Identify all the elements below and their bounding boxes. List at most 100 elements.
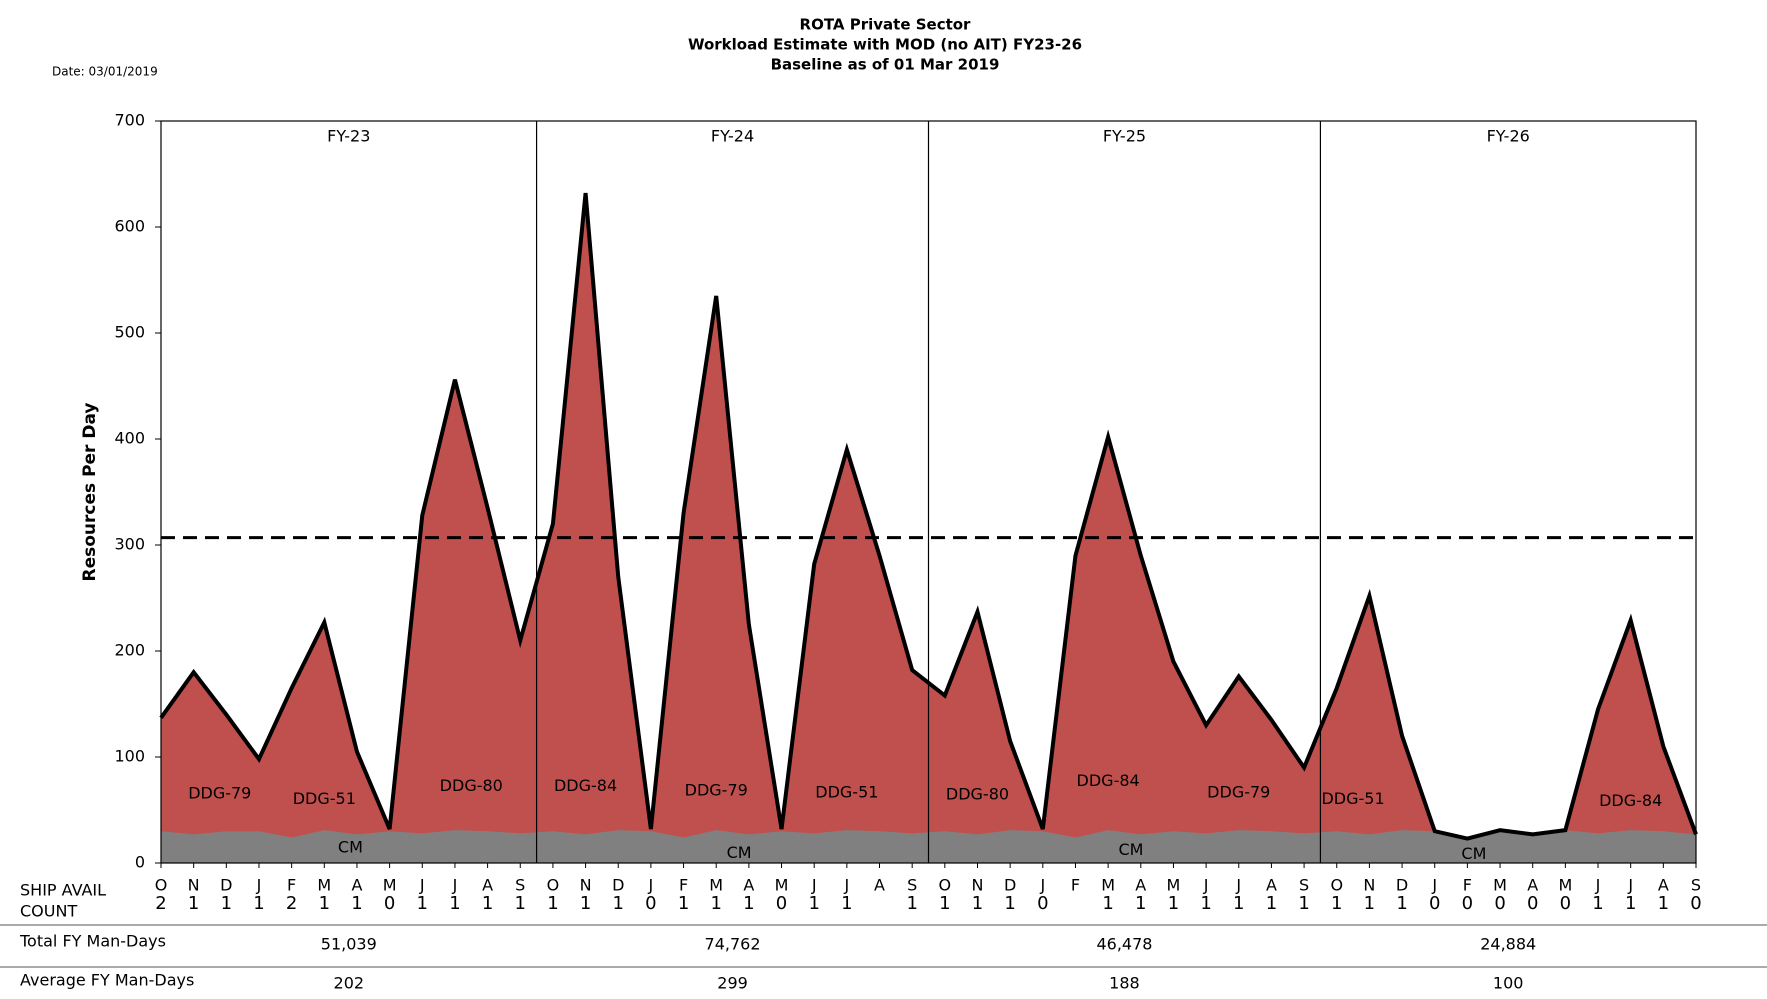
ship-avail-count: 1	[678, 893, 689, 914]
segment-label: CM	[1461, 844, 1486, 863]
segment-label: DDG-51	[1321, 789, 1384, 808]
segment-label: DDG-79	[188, 784, 251, 803]
y-tick-label: 100	[114, 747, 145, 766]
ship-avail-count: 1	[221, 893, 232, 914]
x-tick-label: A	[743, 876, 754, 895]
x-tick-label: J	[419, 876, 425, 895]
ship-avail-count: 1	[1298, 893, 1309, 914]
ship-avail-count: 1	[417, 893, 428, 914]
x-tick-label: M	[709, 876, 723, 895]
ship-avail-count: 1	[1135, 893, 1146, 914]
ship-avail-count: 1	[1168, 893, 1179, 914]
x-tick-label: N	[580, 876, 592, 895]
x-tick-label: N	[972, 876, 984, 895]
ship-avail-count: 2	[155, 893, 166, 914]
x-tick-label: N	[1363, 876, 1375, 895]
x-tick-label: J	[843, 876, 849, 895]
segment-label: DDG-79	[685, 780, 748, 799]
x-tick-label: S	[907, 876, 917, 895]
count-label: SHIP AVAIL	[20, 881, 106, 900]
segment-label: DDG-80	[946, 785, 1009, 804]
panel-label: FY-24	[711, 127, 754, 146]
x-tick-label: J	[1235, 876, 1241, 895]
ship-avail-count: 1	[939, 893, 950, 914]
ship-avail-count: 1	[1331, 893, 1342, 914]
segment-label: DDG-80	[440, 776, 503, 795]
x-tick-label: A	[1527, 876, 1538, 895]
x-tick-label: O	[939, 876, 952, 895]
x-tick-label: J	[256, 876, 262, 895]
ship-avail-count: 1	[1233, 893, 1244, 914]
ship-avail-count: 1	[1200, 893, 1211, 914]
x-tick-label: D	[1396, 876, 1408, 895]
ship-avail-count: 0	[776, 893, 787, 914]
ship-avail-count: 1	[1396, 893, 1407, 914]
panel-label: FY-23	[327, 127, 370, 146]
x-tick-label: A	[1658, 876, 1669, 895]
y-tick-label: 200	[114, 641, 145, 660]
ship-avail-count: 2	[286, 893, 297, 914]
x-tick-label: F	[679, 876, 688, 895]
x-tick-label: A	[482, 876, 493, 895]
title-line: Workload Estimate with MOD (no AIT) FY23…	[688, 36, 1082, 54]
ship-avail-count: 1	[1658, 893, 1669, 914]
table-value: 46,478	[1096, 935, 1152, 954]
x-tick-label: A	[874, 876, 885, 895]
ship-avail-count: 0	[1527, 893, 1538, 914]
x-tick-label: D	[220, 876, 232, 895]
count-label: COUNT	[20, 902, 77, 921]
table-value: 299	[717, 974, 748, 993]
x-tick-label: J	[1595, 876, 1601, 895]
ship-avail-count: 1	[1592, 893, 1603, 914]
ship-avail-count: 1	[1364, 893, 1375, 914]
y-tick-label: 400	[114, 429, 145, 448]
ship-avail-count: 1	[743, 893, 754, 914]
table-value: 51,039	[321, 935, 377, 954]
total-area	[161, 193, 1696, 863]
x-tick-label: J	[1203, 876, 1209, 895]
x-tick-label: J	[1431, 876, 1437, 895]
title-line: ROTA Private Sector	[800, 16, 972, 34]
ship-avail-count: 1	[580, 893, 591, 914]
x-tick-label: A	[1135, 876, 1146, 895]
ship-avail-count: 1	[188, 893, 199, 914]
table-label: Total FY Man-Days	[19, 932, 166, 951]
ship-avail-count: 0	[1037, 893, 1048, 914]
ship-avail-count: 0	[1494, 893, 1505, 914]
ship-avail-count: 1	[841, 893, 852, 914]
x-tick-label: J	[811, 876, 817, 895]
ship-avail-count: 1	[319, 893, 330, 914]
ship-avail-count: 0	[1690, 893, 1701, 914]
segment-label: CM	[727, 843, 752, 862]
y-tick-label: 500	[114, 323, 145, 342]
x-tick-label: M	[383, 876, 397, 895]
x-tick-label: M	[1101, 876, 1115, 895]
x-tick-label: S	[515, 876, 525, 895]
segment-label: CM	[1118, 840, 1143, 859]
x-tick-label: S	[1691, 876, 1701, 895]
x-tick-label: D	[1004, 876, 1016, 895]
ship-avail-count: 1	[808, 893, 819, 914]
y-tick-label: 600	[114, 217, 145, 236]
segment-label: DDG-51	[293, 789, 356, 808]
x-tick-label: F	[1071, 876, 1080, 895]
segment-label: DDG-84	[1599, 791, 1662, 810]
ship-avail-count: 1	[1625, 893, 1636, 914]
ship-avail-count: 0	[645, 893, 656, 914]
ship-avail-count: 0	[1462, 893, 1473, 914]
x-tick-label: D	[612, 876, 624, 895]
x-tick-label: M	[317, 876, 331, 895]
ship-avail-count: 1	[482, 893, 493, 914]
x-tick-label: M	[1493, 876, 1507, 895]
date-label: Date: 03/01/2019	[52, 65, 158, 79]
ship-avail-count: 1	[1102, 893, 1113, 914]
ship-avail-count: 1	[449, 893, 460, 914]
ship-avail-count: 1	[613, 893, 624, 914]
x-tick-label: J	[1627, 876, 1633, 895]
ship-avail-count: 1	[351, 893, 362, 914]
x-tick-label: N	[188, 876, 200, 895]
x-tick-label: O	[1330, 876, 1343, 895]
ship-avail-count: 1	[1266, 893, 1277, 914]
x-tick-label: M	[1167, 876, 1181, 895]
